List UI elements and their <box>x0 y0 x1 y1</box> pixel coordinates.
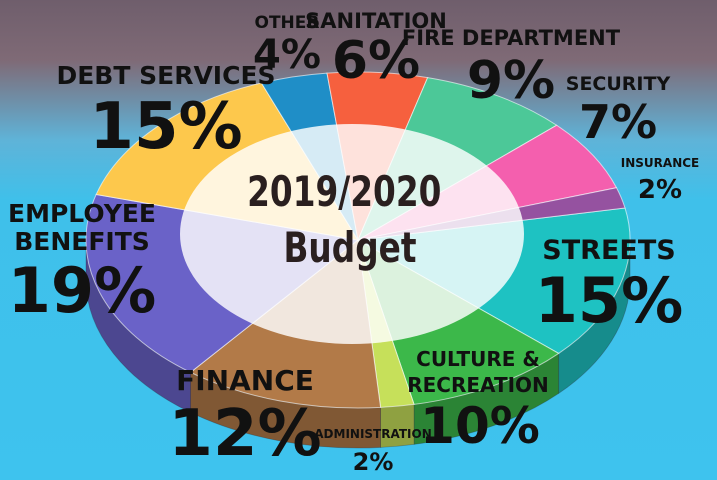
slice-percent: 6% <box>332 31 420 91</box>
slice-percent: 15% <box>89 90 242 164</box>
slice-percent: 7% <box>579 95 657 149</box>
slice-percent: 15% <box>535 264 683 337</box>
label-fire-department: FIRE DEPARTMENT 9% <box>402 26 621 111</box>
chart-title: 2019/2020 Budget <box>247 167 453 272</box>
label-other: OTHER 4% <box>253 13 321 78</box>
label-sanitation: SANITATION 6% <box>305 9 447 91</box>
slice-name: RECREATION <box>407 373 549 397</box>
label-employee-benefits: EMPLOYEE BENEFITS 19% <box>8 199 156 327</box>
slice-percent: 4% <box>253 32 321 78</box>
slice-name: FIRE DEPARTMENT <box>402 26 621 50</box>
center-overlay <box>180 124 524 344</box>
slice-percent: 2% <box>353 448 394 476</box>
label-streets: STREETS 15% <box>535 235 683 337</box>
slice-percent: 12% <box>168 397 321 471</box>
slice-name: CULTURE & <box>416 347 540 371</box>
slice-name: STREETS <box>542 235 675 266</box>
slice-name: ADMINISTRATION <box>314 427 431 441</box>
slice-percent: 2% <box>638 175 682 205</box>
slice-name: BENEFITS <box>14 227 150 256</box>
slice-percent: 19% <box>8 254 156 327</box>
label-security: SECURITY 7% <box>566 73 671 149</box>
slice-percent: 10% <box>420 397 540 455</box>
chart-title-line-2: Budget <box>283 223 416 272</box>
slice-name: DEBT SERVICES <box>56 61 275 90</box>
label-debt-services: DEBT SERVICES 15% <box>56 61 275 164</box>
label-insurance: INSURANCE 2% <box>621 156 699 205</box>
chart-title-line-1: 2019/2020 <box>247 167 441 216</box>
label-administration: ADMINISTRATION 2% <box>314 427 431 476</box>
slice-name: SECURITY <box>566 73 671 95</box>
slice-name: FINANCE <box>176 364 314 397</box>
label-culture-recreation: CULTURE & RECREATION 10% <box>407 347 549 455</box>
slice-percent: 9% <box>467 51 555 111</box>
label-finance: FINANCE 12% <box>168 364 321 471</box>
slice-name: OTHER <box>255 13 320 33</box>
slice-name: INSURANCE <box>621 156 699 170</box>
slice-name: SANITATION <box>305 9 447 33</box>
slice-name: EMPLOYEE <box>8 199 156 228</box>
